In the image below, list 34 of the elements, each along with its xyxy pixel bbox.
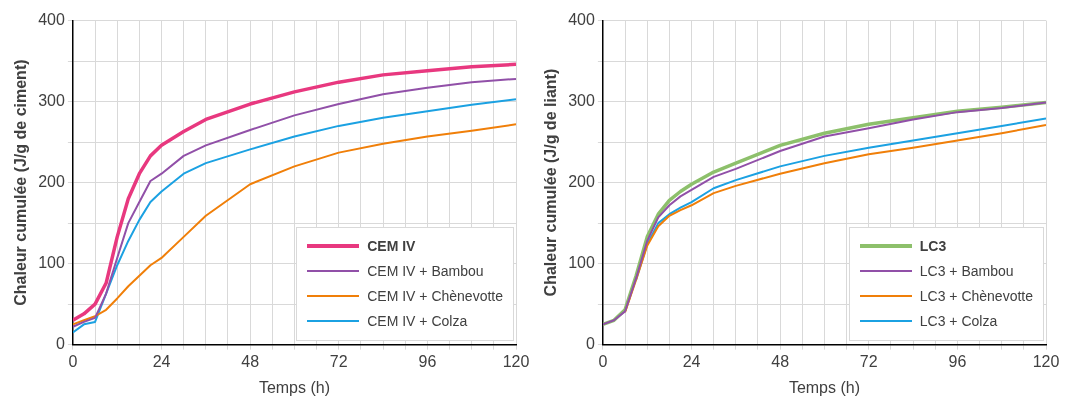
x-tick-label: 0	[68, 352, 78, 370]
y-tick-label: 300	[38, 92, 65, 110]
x-tick-label: 24	[682, 352, 701, 370]
legend-label: LC3 + Colza	[919, 313, 998, 330]
x-axis-title: Temps (h)	[788, 378, 861, 396]
y-tick-label: 400	[568, 11, 595, 29]
x-tick-label: 96	[418, 352, 437, 370]
x-tick-label: 72	[859, 352, 878, 370]
legend-label: CEM IV	[367, 238, 416, 255]
y-tick-label: 200	[38, 173, 65, 191]
y-tick-label: 400	[38, 11, 65, 29]
y-axis-title: Chaleur cumulée (J/g de ciment)	[12, 59, 30, 306]
y-tick-label: 200	[568, 173, 595, 191]
x-tick-label: 0	[598, 352, 608, 370]
x-tick-label: 48	[771, 352, 790, 370]
y-axis-title: Chaleur cumulée (J/g de liant)	[542, 68, 560, 297]
legend-label: LC3	[919, 238, 947, 255]
x-tick-label: 120	[502, 352, 530, 370]
x-tick-label: 120	[1032, 352, 1060, 370]
legend-label: CEM IV + Bambou	[367, 263, 484, 280]
x-axis-title: Temps (h)	[258, 378, 331, 396]
y-tick-label: 0	[55, 335, 65, 353]
y-tick-label: 0	[585, 335, 595, 353]
y-tick-label: 100	[38, 254, 65, 272]
legend-label: LC3 + Bambou	[919, 263, 1014, 280]
x-tick-label: 72	[329, 352, 348, 370]
x-tick-label: 96	[948, 352, 967, 370]
legend-label: CEM IV + Chènevotte	[367, 288, 503, 305]
y-tick-label: 300	[568, 92, 595, 110]
y-tick-label: 100	[568, 254, 595, 272]
legend-label: LC3 + Chènevotte	[919, 288, 1033, 305]
legend-label: CEM IV + Colza	[367, 313, 468, 330]
x-tick-label: 48	[241, 352, 260, 370]
x-tick-label: 24	[152, 352, 171, 370]
